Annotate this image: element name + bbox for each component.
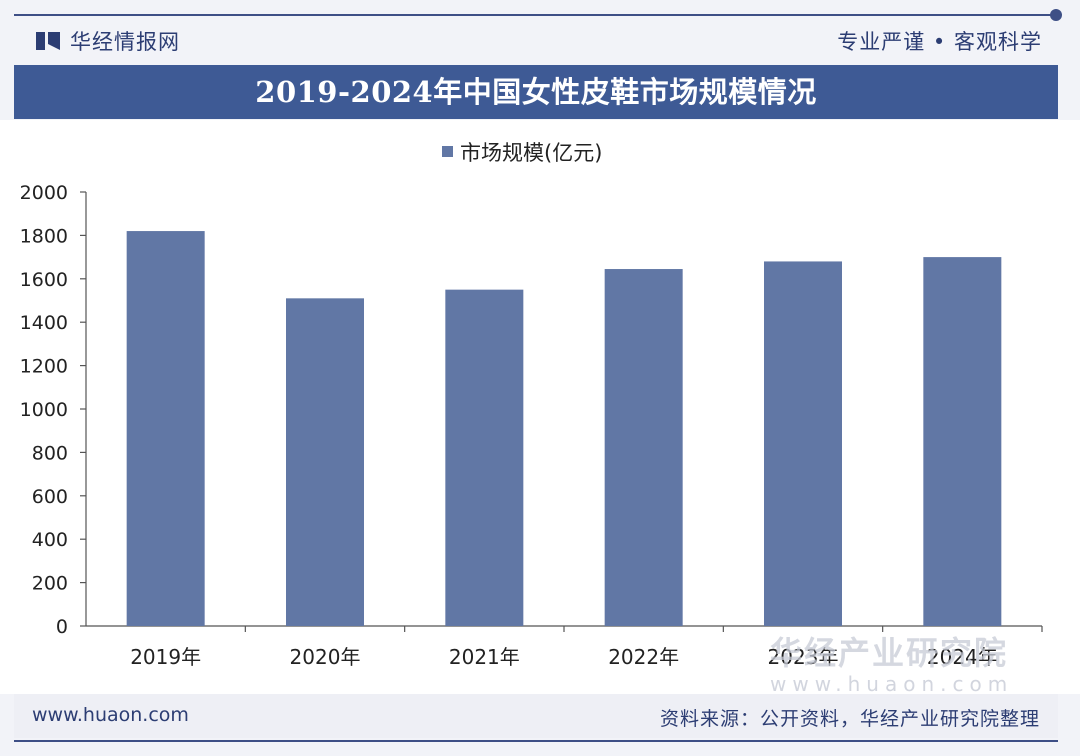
watermark-text: 华经产业研究院 — [770, 634, 1009, 672]
y-tick-label: 1400 — [20, 312, 68, 334]
y-tick-label: 800 — [32, 442, 68, 464]
data-source: 资料来源：公开资料，华经产业研究院整理 — [659, 708, 1040, 730]
y-tick-label: 400 — [32, 529, 68, 551]
top-rule — [14, 14, 1058, 16]
title-bar: 2019-2024年中国女性皮鞋市场规模情况 — [14, 65, 1058, 119]
x-tick-label: 2022年 — [608, 645, 679, 669]
x-tick-label: 2021年 — [449, 645, 520, 669]
plot-area: 市场规模(亿元) 0 200 400 600 800 1000 1200 1400 1600 180… — [0, 120, 1080, 694]
watermark-url: www.huaon.com — [770, 672, 1014, 696]
y-tick-label: 1600 — [20, 269, 68, 291]
x-tick-label: 2023年 — [768, 645, 839, 669]
y-tick-label: 1000 — [20, 399, 68, 421]
header: 华经情报网 专业严谨 • 客观科学 — [14, 18, 1058, 64]
bar — [286, 298, 364, 626]
x-tick-label: 2024年 — [927, 645, 998, 669]
bar — [604, 269, 683, 626]
legend-swatch — [442, 146, 453, 157]
top-rule-dot — [1050, 9, 1062, 21]
chart-title: 2019-2024年中国女性皮鞋市场规模情况 — [255, 75, 817, 109]
y-tick-label: 200 — [32, 573, 68, 595]
slogan: 专业严谨 • 客观科学 — [837, 30, 1042, 54]
y-tick-label: 2000 — [20, 182, 68, 204]
y-tick-label: 0 — [56, 616, 68, 638]
bar — [445, 289, 524, 626]
brand-logo-icon — [36, 32, 60, 50]
bar — [764, 261, 842, 626]
bar — [923, 257, 1002, 626]
bar — [126, 231, 205, 626]
y-tick-label: 1800 — [20, 225, 68, 247]
brand-name: 华经情报网 — [70, 30, 180, 54]
legend-label: 市场规模(亿元) — [460, 141, 602, 165]
bottom-rule — [14, 740, 1058, 742]
x-tick-label: 2020年 — [290, 645, 361, 669]
y-tick-label: 1200 — [20, 356, 68, 378]
x-tick-label: 2019年 — [130, 645, 201, 669]
y-tick-label: 600 — [32, 486, 68, 508]
footer-url: www.huaon.com — [32, 704, 189, 726]
bar-chart: 市场规模(亿元) 0 200 400 600 800 1000 1200 1400 1600 180… — [20, 141, 1043, 669]
footer: www.huaon.com 资料来源：公开资料，华经产业研究院整理 — [14, 694, 1058, 738]
